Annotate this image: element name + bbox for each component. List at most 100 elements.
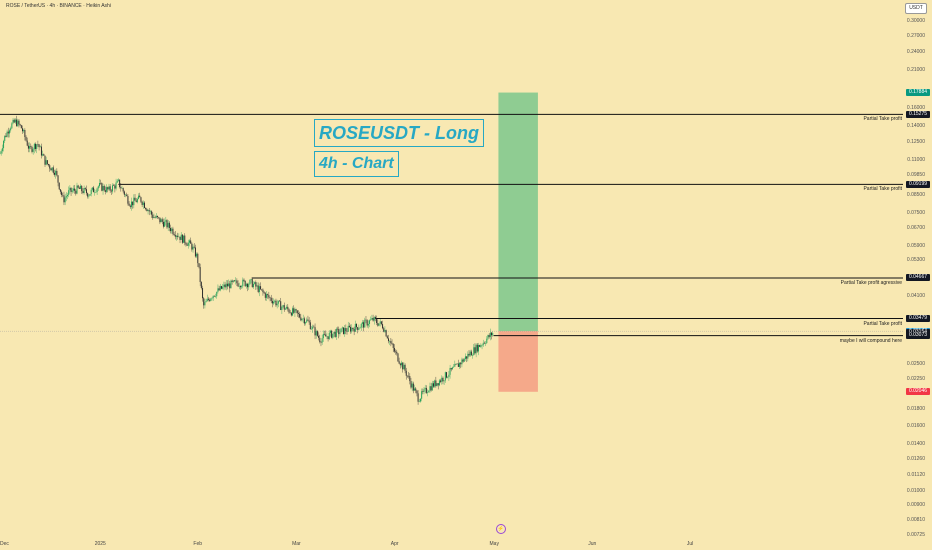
candle-body-207 — [244, 280, 246, 287]
candle-body-405 — [479, 344, 481, 347]
candle-body-261 — [308, 320, 310, 323]
candle-body-49 — [57, 175, 59, 183]
candle-body-180 — [212, 295, 214, 299]
candle-body-15 — [17, 120, 19, 126]
candle-body-166 — [196, 253, 198, 257]
candle-body-304 — [359, 327, 361, 329]
candle-body-327 — [386, 336, 388, 339]
candle-body-341 — [403, 364, 405, 370]
candle-body-142 — [167, 222, 169, 228]
candle-body-320 — [378, 323, 380, 326]
price-tick-14: 0.04100 — [906, 292, 925, 299]
price-tick-9: 0.08500 — [906, 192, 925, 199]
candle-body-101 — [119, 179, 121, 188]
candle-body-411 — [486, 338, 488, 344]
currency-selector[interactable]: USDT — [905, 3, 927, 14]
candle-body-232 — [274, 300, 276, 302]
event-icon[interactable]: ⚡ — [496, 524, 506, 534]
candle-body-362 — [428, 391, 430, 393]
candle-body-355 — [419, 398, 421, 402]
price-tick-24: 0.01000 — [906, 487, 925, 494]
candle-body-257 — [303, 318, 305, 324]
candle-body-233 — [275, 300, 277, 306]
candle-body-282 — [333, 331, 335, 334]
candle-body-380 — [449, 367, 451, 375]
candle-body-340 — [402, 362, 404, 370]
price-tick-3: 0.21000 — [906, 67, 925, 74]
candle-body-408 — [482, 342, 484, 346]
candle-body-97 — [114, 185, 116, 189]
candle-body-165 — [194, 247, 196, 257]
candle-body-343 — [405, 370, 407, 376]
candle-body-259 — [306, 319, 308, 323]
date-label-1: 2025 — [94, 541, 106, 547]
candle-body-24 — [27, 145, 29, 149]
candle-body-16 — [18, 120, 20, 125]
candle-body-81 — [95, 191, 97, 193]
candle-body-79 — [93, 187, 95, 193]
candle-body-212 — [250, 279, 252, 280]
date-label-2: Feb — [193, 541, 203, 547]
candle-body-247 — [292, 308, 294, 316]
candle-body-318 — [376, 318, 378, 324]
candle-body-414 — [489, 332, 491, 337]
price-tick-6: 0.12500 — [906, 138, 925, 145]
candle-body-358 — [423, 389, 425, 392]
candle-body-40 — [46, 160, 48, 165]
candle-body-55 — [64, 197, 66, 203]
candle-body-238 — [281, 306, 283, 311]
candle-body-187 — [220, 286, 222, 289]
candle-body-324 — [383, 328, 385, 332]
candle-body-9 — [10, 128, 12, 131]
candle-body-82 — [96, 188, 98, 192]
candle-body-133 — [157, 215, 159, 218]
candle-body-44 — [51, 167, 53, 171]
candle-body-251 — [296, 310, 298, 314]
candle-body-371 — [438, 380, 440, 386]
candle-body-163 — [192, 246, 194, 250]
candle-body-365 — [431, 383, 433, 391]
candle-body-135 — [159, 217, 161, 223]
candle-body-199 — [235, 280, 237, 282]
candle-body-396 — [468, 353, 470, 356]
candle-body-78 — [91, 187, 93, 190]
candle-body-198 — [234, 280, 236, 282]
candle-body-216 — [255, 282, 257, 287]
candle-body-41 — [48, 164, 50, 166]
candle-body-323 — [382, 324, 384, 329]
candle-body-230 — [271, 300, 273, 304]
candle-body-337 — [398, 361, 400, 364]
date-label-0: Dec — [0, 541, 9, 547]
candle-body-390 — [461, 359, 463, 365]
candle-body-74 — [87, 193, 89, 197]
candle-body-415 — [491, 332, 493, 336]
candle-body-35 — [40, 146, 42, 156]
candle-body-289 — [341, 327, 343, 329]
candle-body-335 — [396, 351, 398, 354]
candle-body-141 — [166, 220, 168, 228]
candle-body-190 — [224, 284, 226, 288]
candle-body-192 — [226, 283, 228, 287]
candle-body-285 — [337, 328, 339, 330]
price-tick-8: 0.09850 — [906, 171, 925, 178]
candle-body-314 — [371, 318, 373, 320]
candle-body-30 — [35, 143, 37, 149]
candle-body-3 — [3, 140, 5, 149]
candle-body-57 — [67, 194, 69, 197]
candle-body-108 — [127, 196, 129, 204]
price-tick-21: 0.01400 — [906, 441, 925, 448]
candle-body-146 — [172, 228, 174, 234]
candle-body-317 — [374, 317, 376, 319]
candle-body-264 — [312, 326, 314, 329]
candle-body-121 — [142, 202, 144, 205]
candle-body-125 — [147, 210, 149, 212]
candle-body-89 — [104, 190, 106, 192]
candle-body-299 — [353, 329, 355, 332]
candle-body-47 — [55, 170, 57, 175]
candle-body-201 — [237, 283, 239, 287]
symbol-title: ROSE / TetherUS · 4h · BINANCE · Heikin … — [6, 3, 111, 9]
candle-body-239 — [282, 305, 284, 307]
candle-body-263 — [310, 328, 312, 330]
candle-body-386 — [456, 363, 458, 365]
candle-body-229 — [270, 297, 272, 301]
